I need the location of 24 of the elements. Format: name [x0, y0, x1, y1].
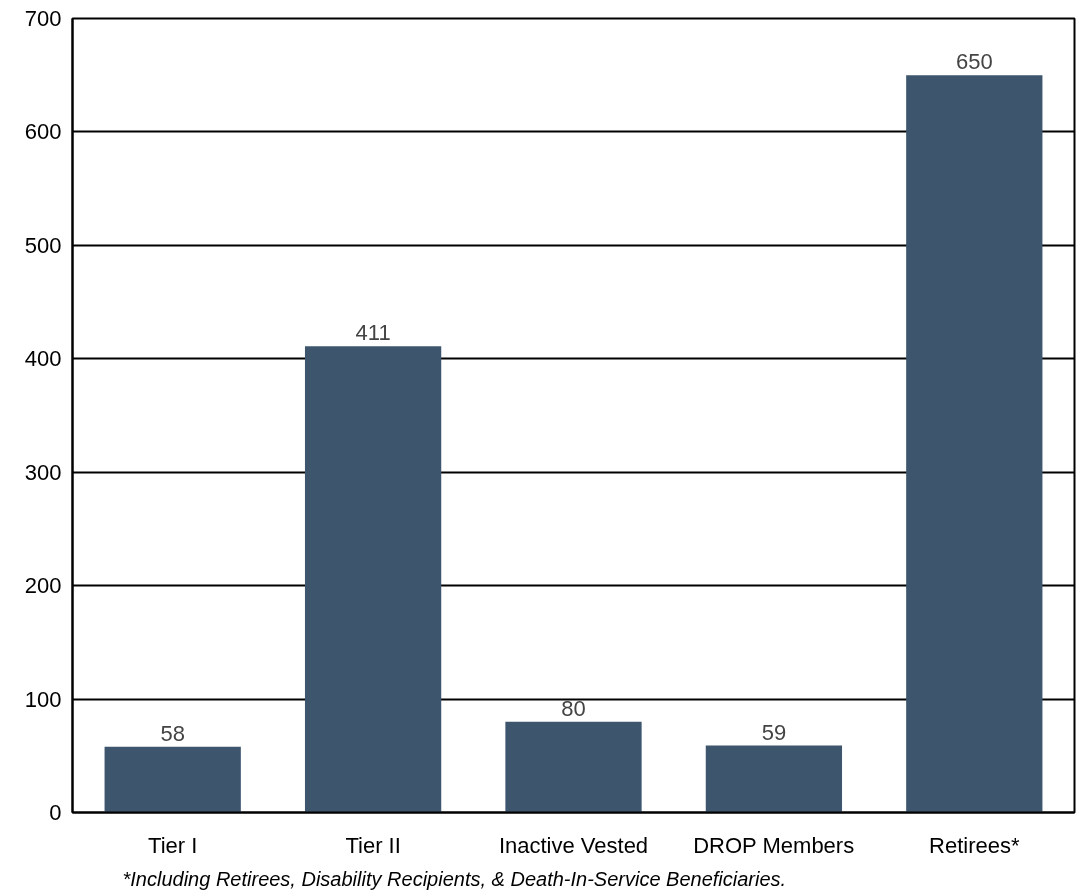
bar	[505, 721, 642, 813]
bar	[104, 746, 241, 813]
y-tick-label: 600	[24, 119, 62, 145]
data-label: 650	[955, 49, 993, 75]
data-label: 411	[355, 320, 391, 346]
y-tick-label: 100	[24, 686, 62, 712]
x-tick-label: Retirees*	[929, 832, 1020, 858]
bar	[705, 745, 843, 813]
data-label: 59	[761, 719, 787, 745]
x-tick-label: Tier II	[345, 832, 401, 858]
x-tick-label: Inactive Vested	[498, 832, 649, 858]
text: *Including Retirees, Disability Recipients, & Death-In-Service Beneficiaries.	[122, 867, 787, 890]
bar	[304, 346, 442, 813]
y-tick-label: 200	[24, 573, 62, 599]
y-tick-label: 0	[49, 800, 62, 825]
data-label: 58	[160, 720, 185, 746]
y-tick-label: 500	[24, 232, 62, 258]
bar	[906, 75, 1043, 813]
y-tick-label: 700	[24, 6, 62, 31]
data-label: 80	[561, 695, 586, 721]
x-tick-label: DROP Members	[693, 832, 855, 858]
y-tick-label: 400	[24, 346, 62, 372]
x-tick-label: Tier I	[148, 832, 198, 858]
y-tick-label: 300	[24, 459, 62, 485]
